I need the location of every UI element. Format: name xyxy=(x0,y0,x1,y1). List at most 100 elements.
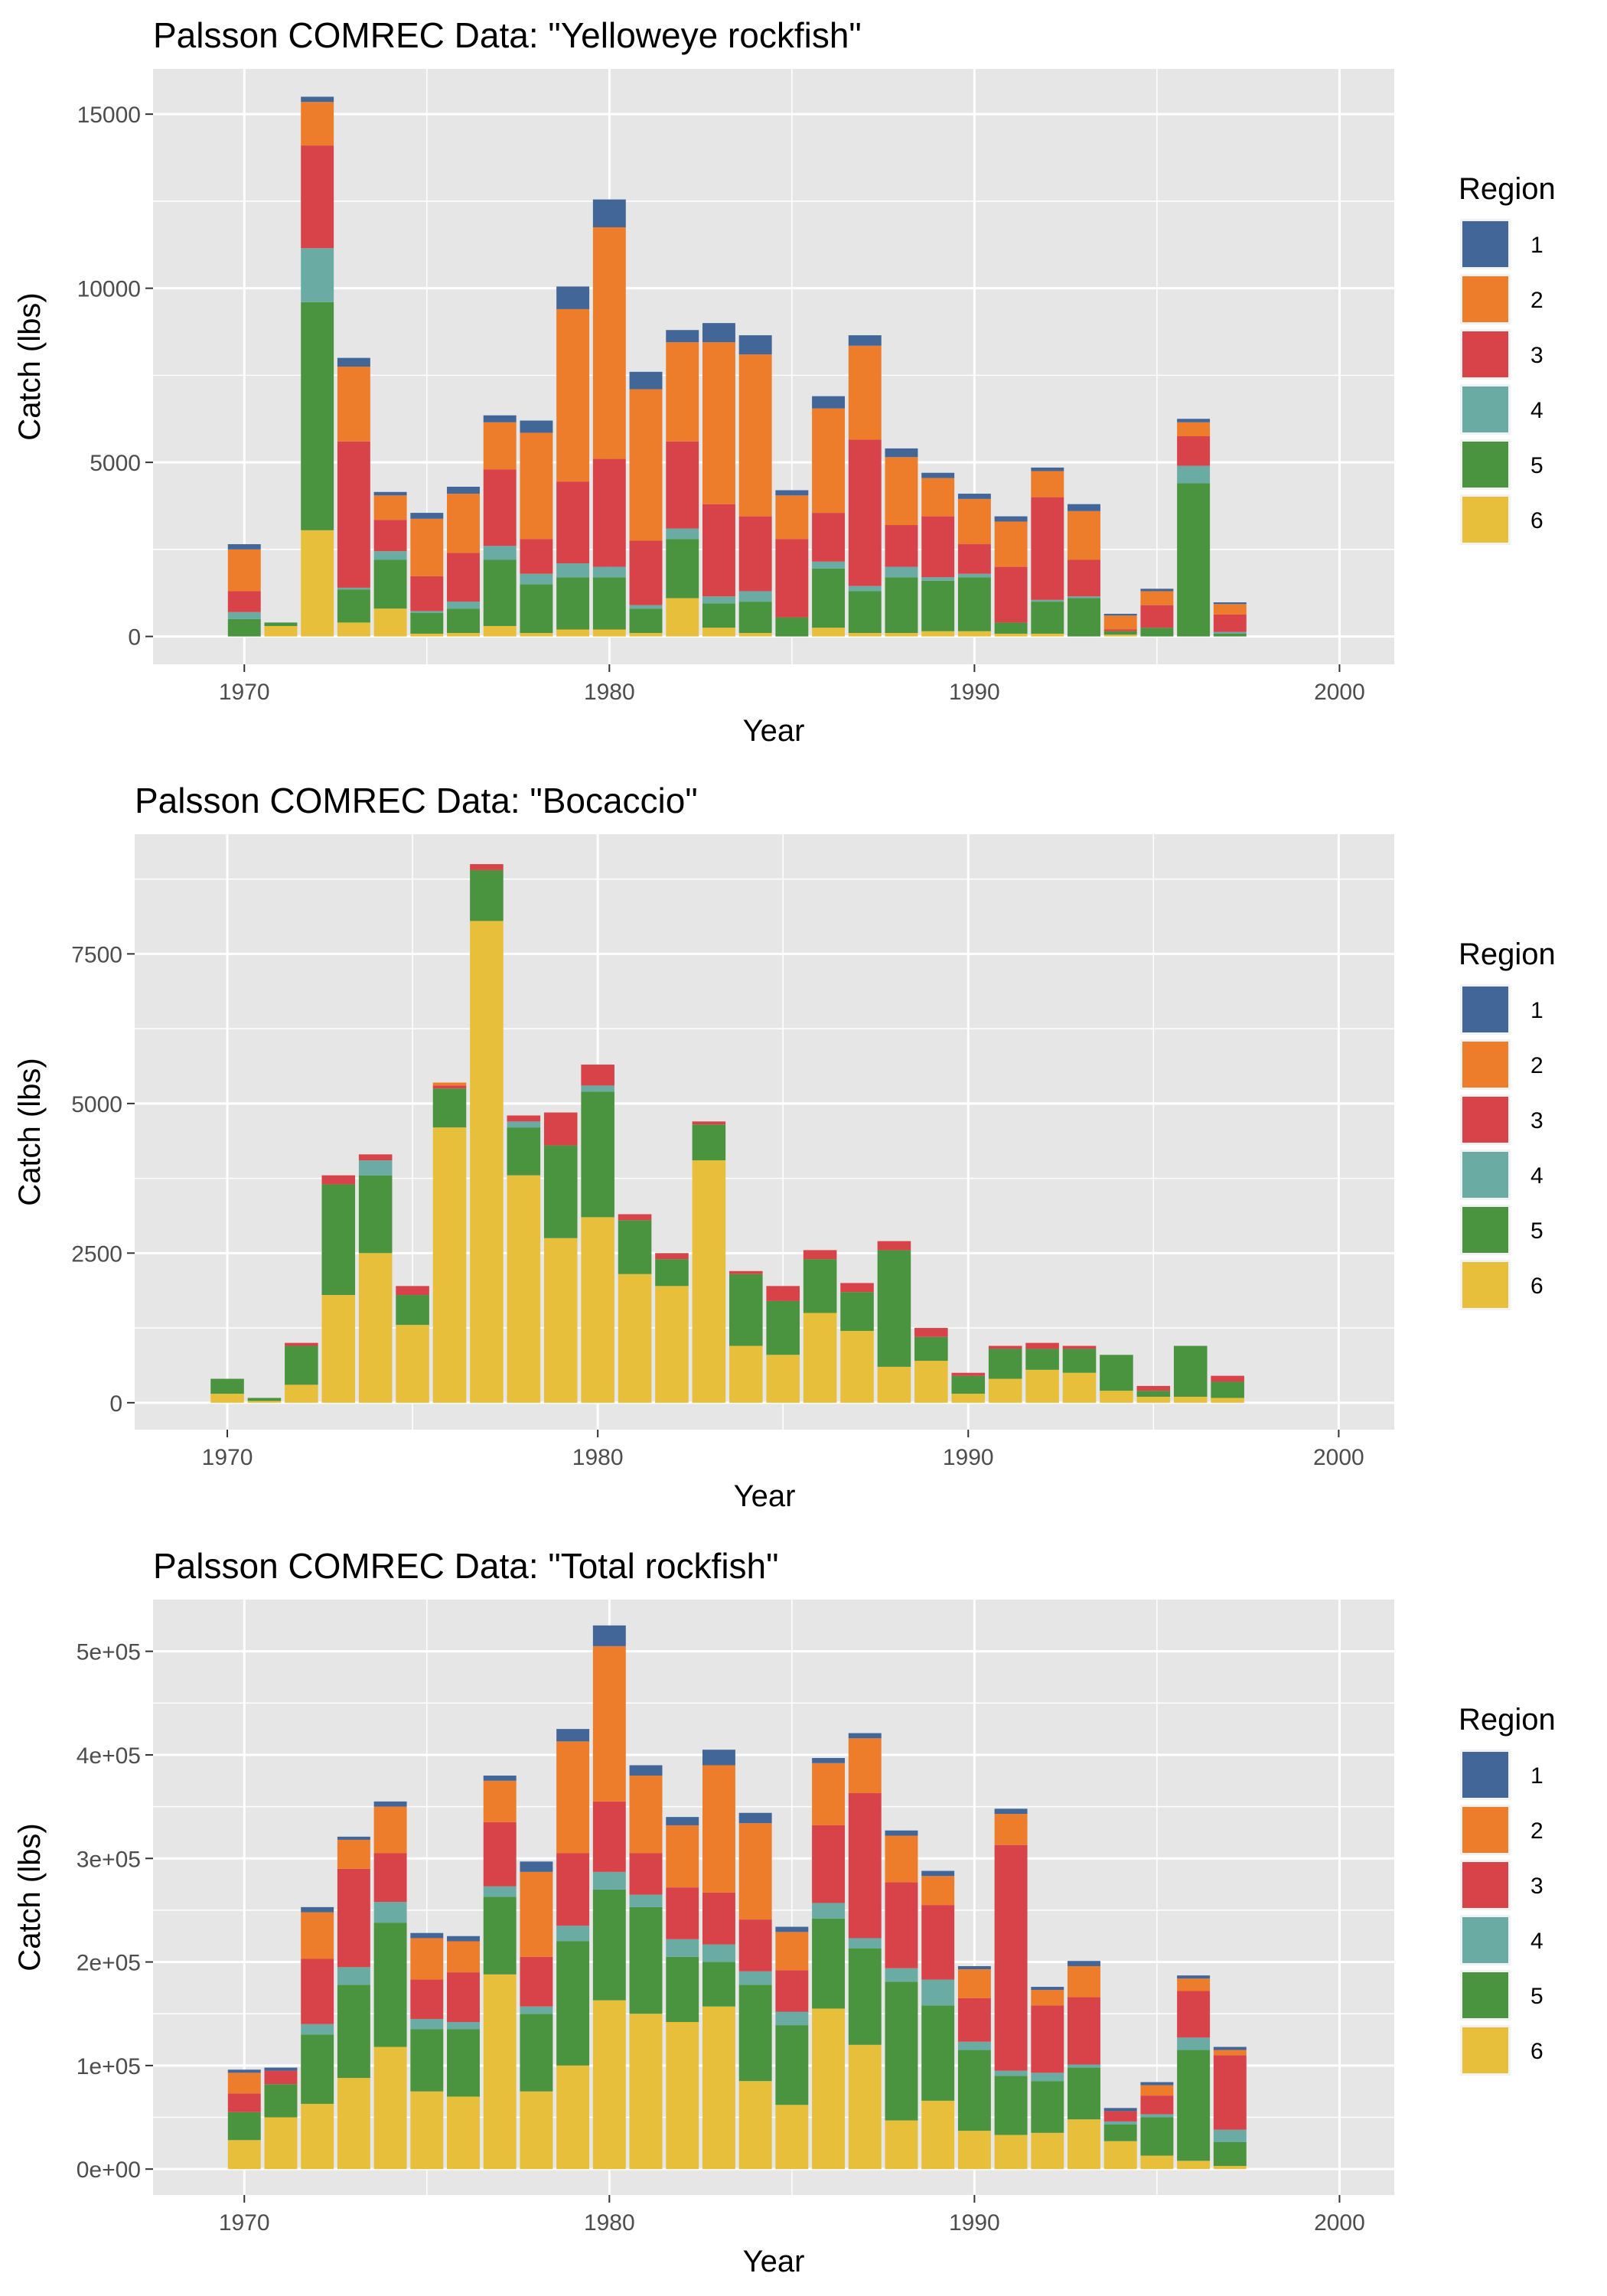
bar-segment-1975-region-2 xyxy=(410,1938,444,1980)
bar-segment-1982-region-3 xyxy=(666,441,699,529)
bar-segment-1985-region-6 xyxy=(775,2105,809,2170)
bar-segment-1973-region-6 xyxy=(337,622,370,637)
x-tick-label: 1990 xyxy=(943,1445,994,1470)
bar-segment-1981-region-3 xyxy=(629,1853,663,1895)
bar-segment-1971-region-6 xyxy=(264,2117,298,2170)
bar-segment-1977-region-6 xyxy=(470,921,504,1403)
bar-segment-1989-region-2 xyxy=(921,478,955,517)
bar-segment-1970-region-1 xyxy=(227,544,261,550)
bar-segment-1988-region-3 xyxy=(885,525,918,567)
x-tick-label: 1980 xyxy=(584,680,635,705)
legend-swatch-region-1 xyxy=(1462,987,1508,1032)
bar-segment-1996-region-5 xyxy=(1177,483,1211,637)
bar-segment-1987-region-1 xyxy=(848,1733,882,1739)
bar-segment-1977-region-5 xyxy=(483,1896,517,1975)
bar-segment-1980-region-6 xyxy=(581,1217,614,1403)
bar-segment-1980-region-4 xyxy=(592,566,626,578)
bar-segment-1971-region-5 xyxy=(247,1397,282,1401)
y-axis-label: Catch (lbs) xyxy=(13,292,47,440)
bar-segment-1986-region-3 xyxy=(812,513,846,562)
bar-segment-1983-region-4 xyxy=(702,596,735,604)
legend-swatch-region-2 xyxy=(1462,1042,1508,1088)
bar-segment-1979-region-5 xyxy=(556,1941,590,2066)
bar-segment-1979-region-1 xyxy=(556,1729,590,1742)
bar-segment-1977-region-1 xyxy=(483,1776,517,1781)
legend-swatch-region-2 xyxy=(1462,1807,1508,1853)
bar-segment-1975-region-3 xyxy=(396,1286,429,1296)
bar-segment-1975-region-1 xyxy=(410,1932,444,1939)
bar-segment-1987-region-2 xyxy=(848,1738,882,1794)
bar-segment-1984-region-4 xyxy=(738,591,772,602)
bar-segment-1997-region-5 xyxy=(1211,1381,1244,1398)
bar-segment-1974-region-5 xyxy=(373,559,407,609)
chart-title: Palsson COMREC Data: "Bocaccio" xyxy=(135,781,698,820)
bar-segment-1972-region-4 xyxy=(301,2024,334,2035)
x-tick-label: 1990 xyxy=(949,2210,1000,2236)
bar-segment-1988-region-5 xyxy=(885,1981,918,2121)
bar-segment-1991-region-4 xyxy=(994,2070,1028,2076)
bar-segment-1976-region-3 xyxy=(447,1972,480,2023)
bar-segment-1989-region-5 xyxy=(921,2005,955,2101)
y-tick-label: 5e+05 xyxy=(77,1640,141,1665)
bar-segment-1988-region-1 xyxy=(885,1830,918,1836)
bar-segment-1991-region-1 xyxy=(994,1808,1028,1815)
bar-segment-1978-region-6 xyxy=(520,2091,553,2170)
bar-segment-1987-region-5 xyxy=(848,591,882,634)
bar-segment-1978-region-2 xyxy=(520,432,553,540)
bar-segment-1996-region-5 xyxy=(1173,1345,1208,1397)
bar-segment-1974-region-2 xyxy=(373,1806,407,1854)
legend-swatch-region-1 xyxy=(1462,221,1508,267)
bar-segment-1988-region-6 xyxy=(885,633,918,637)
bar-segment-1973-region-3 xyxy=(337,441,370,588)
bar-segment-1993-region-4 xyxy=(1068,596,1100,598)
bar-segment-1974-region-3 xyxy=(373,1853,407,1903)
legend-title: Region xyxy=(1459,1703,1556,1737)
bar-segment-1993-region-5 xyxy=(1068,598,1100,637)
bar-segment-1976-region-2 xyxy=(447,1941,480,1973)
bar-segment-1982-region-4 xyxy=(666,1939,699,1957)
bar-segment-1993-region-6 xyxy=(1068,2119,1100,2170)
bar-segment-1995-region-6 xyxy=(1136,1396,1171,1403)
legend-label-region-2: 2 xyxy=(1530,1818,1543,1844)
bar-segment-1996-region-3 xyxy=(1177,1991,1211,2038)
bar-segment-1993-region-3 xyxy=(1068,559,1100,597)
bar-segment-1988-region-4 xyxy=(885,1968,918,1982)
bar-segment-1996-region-1 xyxy=(1177,1975,1211,1979)
bar-segment-1981-region-1 xyxy=(629,1765,663,1776)
bar-segment-1995-region-2 xyxy=(1140,2085,1174,2096)
bar-segment-1980-region-3 xyxy=(581,1065,614,1086)
bar-segment-1984-region-5 xyxy=(738,602,772,634)
x-tick-label: 1980 xyxy=(572,1445,624,1470)
bar-segment-1991-region-3 xyxy=(994,566,1028,623)
y-tick-label: 4e+05 xyxy=(77,1743,141,1769)
bar-segment-1975-region-6 xyxy=(410,2091,444,2170)
bar-segment-1972-region-2 xyxy=(301,1912,334,1959)
legend-label-region-2: 2 xyxy=(1530,1053,1543,1078)
bar-segment-1977-region-2 xyxy=(483,1780,517,1822)
bar-segment-1995-region-2 xyxy=(1140,591,1174,605)
bar-segment-1994-region-6 xyxy=(1100,1391,1133,1403)
y-tick-label: 15000 xyxy=(77,103,141,128)
bar-segment-1983-region-1 xyxy=(702,323,735,343)
bar-segment-1984-region-3 xyxy=(738,516,772,592)
legend-label-region-1: 1 xyxy=(1530,1763,1543,1789)
bar-segment-1991-region-2 xyxy=(994,1814,1028,1845)
bar-segment-1990-region-1 xyxy=(957,494,991,499)
bar-segment-1980-region-1 xyxy=(592,199,626,228)
bar-segment-1977-region-4 xyxy=(483,546,517,560)
bar-segment-1996-region-4 xyxy=(1177,465,1211,484)
bar-segment-1978-region-1 xyxy=(520,1861,553,1872)
bar-segment-1979-region-1 xyxy=(556,286,590,309)
bar-segment-1975-region-3 xyxy=(410,576,444,612)
bar-segment-1985-region-1 xyxy=(775,490,809,496)
y-tick-label: 5000 xyxy=(90,451,141,476)
bar-segment-1990-region-3 xyxy=(951,1372,986,1376)
bar-segment-1988-region-4 xyxy=(885,566,918,578)
bar-segment-1972-region-4 xyxy=(301,248,334,302)
bar-segment-1982-region-5 xyxy=(655,1259,689,1287)
bar-segment-1994-region-5 xyxy=(1103,631,1137,635)
bar-segment-1970-region-4 xyxy=(227,612,261,619)
legend-swatch-region-5 xyxy=(1462,1207,1508,1253)
bar-segment-1976-region-1 xyxy=(447,1936,480,1942)
bar-segment-1987-region-2 xyxy=(848,345,882,440)
